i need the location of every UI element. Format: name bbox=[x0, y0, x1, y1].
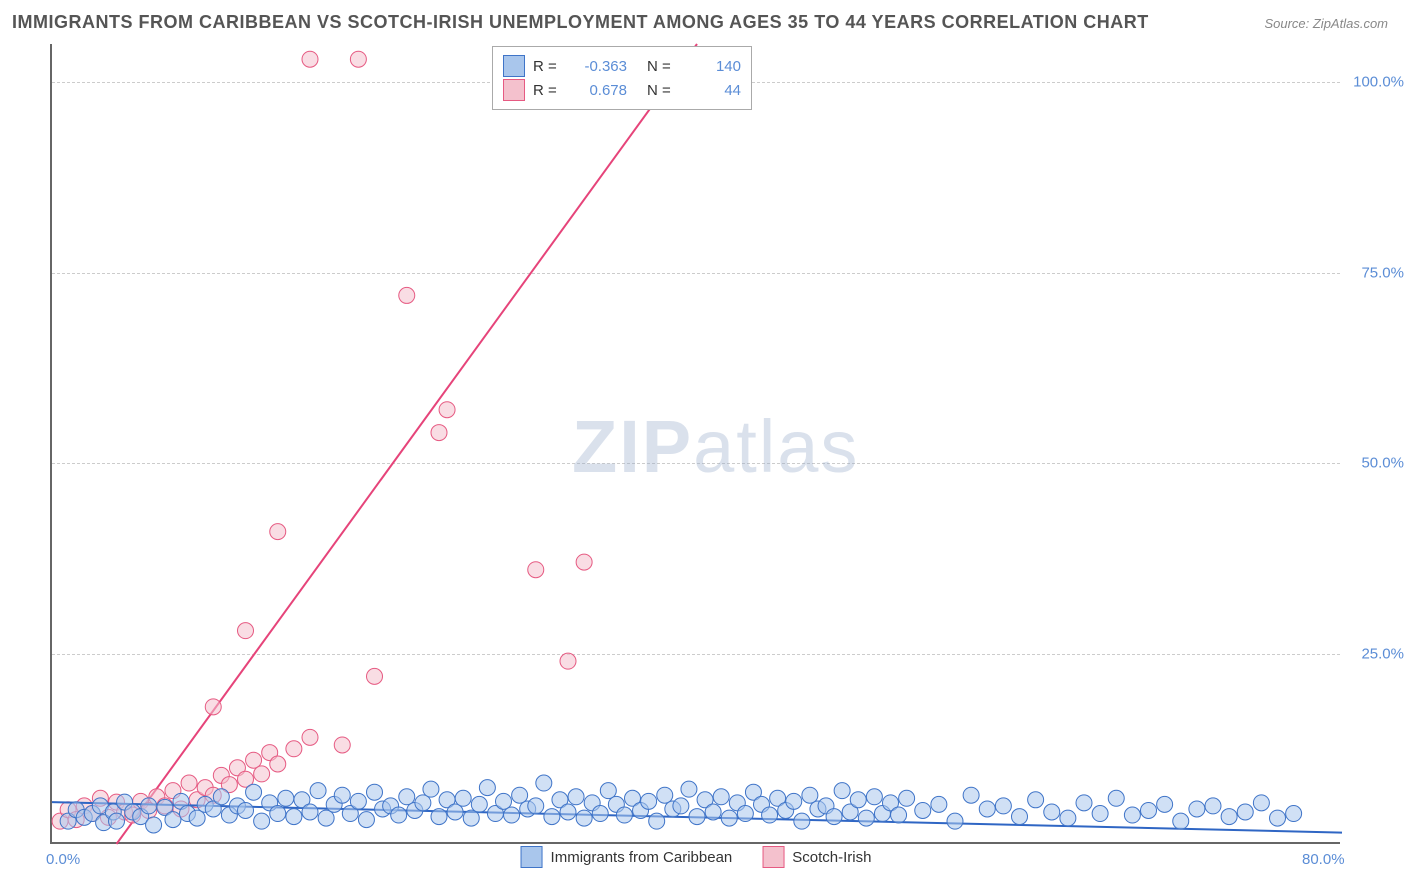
y-tick-label: 100.0% bbox=[1353, 74, 1404, 91]
y-tick-label: 75.0% bbox=[1361, 264, 1404, 281]
legend-r-value-0: -0.363 bbox=[571, 58, 627, 75]
chart-title: IMMIGRANTS FROM CARIBBEAN VS SCOTCH-IRIS… bbox=[12, 12, 1149, 33]
y-tick-label: 50.0% bbox=[1361, 455, 1404, 472]
plot-area: 25.0%50.0%75.0%100.0% ZIPatlas R = -0.36… bbox=[50, 44, 1340, 844]
legend-n-label: N = bbox=[647, 82, 677, 99]
legend-swatch-bottom-1 bbox=[762, 846, 784, 868]
legend-r-label: R = bbox=[533, 58, 563, 75]
legend-swatch-series-1 bbox=[503, 79, 525, 101]
x-tick-label: 80.0% bbox=[1302, 851, 1345, 868]
legend-n-label: N = bbox=[647, 58, 677, 75]
legend-swatch-series-0 bbox=[503, 55, 525, 77]
legend-n-value-0: 140 bbox=[685, 58, 741, 75]
scatter-svg bbox=[52, 44, 1340, 842]
legend-label-0: Immigrants from Caribbean bbox=[551, 849, 733, 866]
legend-n-value-1: 44 bbox=[685, 82, 741, 99]
y-tick-label: 25.0% bbox=[1361, 645, 1404, 662]
legend-label-1: Scotch-Irish bbox=[792, 849, 871, 866]
legend-r-label: R = bbox=[533, 82, 563, 99]
source-label: Source: ZipAtlas.com bbox=[1264, 16, 1388, 31]
stats-legend: R = -0.363 N = 140 R = 0.678 N = 44 bbox=[492, 46, 752, 110]
x-tick-label: 0.0% bbox=[46, 851, 80, 868]
legend-swatch-bottom-0 bbox=[521, 846, 543, 868]
series-legend: Immigrants from Caribbean Scotch-Irish bbox=[521, 846, 872, 868]
legend-r-value-1: 0.678 bbox=[571, 82, 627, 99]
